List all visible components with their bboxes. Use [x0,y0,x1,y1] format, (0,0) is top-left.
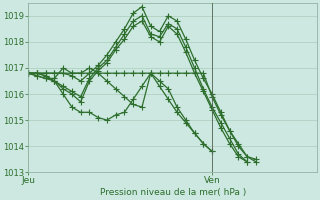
X-axis label: Pression niveau de la mer( hPa ): Pression niveau de la mer( hPa ) [100,188,246,197]
